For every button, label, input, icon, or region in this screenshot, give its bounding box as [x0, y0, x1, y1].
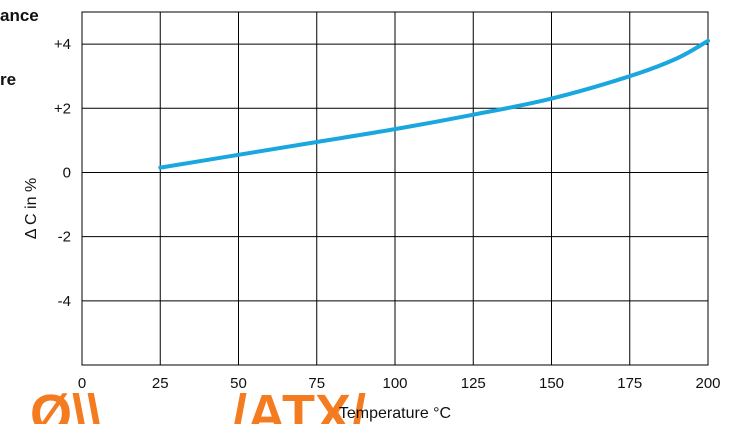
- plot-frame: [81, 11, 709, 366]
- y-axis-label: Δ C in %: [23, 178, 40, 239]
- y-tick-labels: +4 +2 0 -2 -4: [54, 36, 71, 310]
- watermark-right-fragment: /ATX/: [232, 384, 366, 424]
- x-tick-label-3: 75: [308, 375, 325, 392]
- grid: [82, 12, 708, 365]
- x-tick-label-4: 100: [382, 375, 407, 392]
- x-tick-label-8: 200: [695, 375, 720, 392]
- x-tick-label-1: 25: [152, 375, 169, 392]
- y-tick-label-2: 0: [63, 164, 71, 181]
- series-line: [158, 38, 710, 170]
- side-text-line1: ance: [0, 6, 39, 25]
- y-tick-label-1: +2: [54, 100, 71, 117]
- x-tick-label-6: 150: [539, 375, 564, 392]
- y-tick-label-4: -4: [58, 293, 71, 310]
- side-text-line2: re: [0, 70, 17, 89]
- x-tick-label-2: 50: [230, 375, 247, 392]
- x-tick-label-5: 125: [461, 375, 486, 392]
- y-tick-label-3: -2: [58, 229, 71, 246]
- x-tick-label-0: 0: [78, 375, 86, 392]
- watermark: Ø\\ /ATX/: [30, 384, 366, 424]
- x-tick-label-7: 175: [617, 375, 642, 392]
- watermark-left-fragment: Ø\\: [30, 384, 102, 424]
- x-axis-label: Temperature °C: [339, 405, 451, 422]
- x-tick-labels: 0 25 50 75 100 125 150 175 200: [78, 375, 721, 392]
- y-tick-label-0: +4: [54, 36, 71, 53]
